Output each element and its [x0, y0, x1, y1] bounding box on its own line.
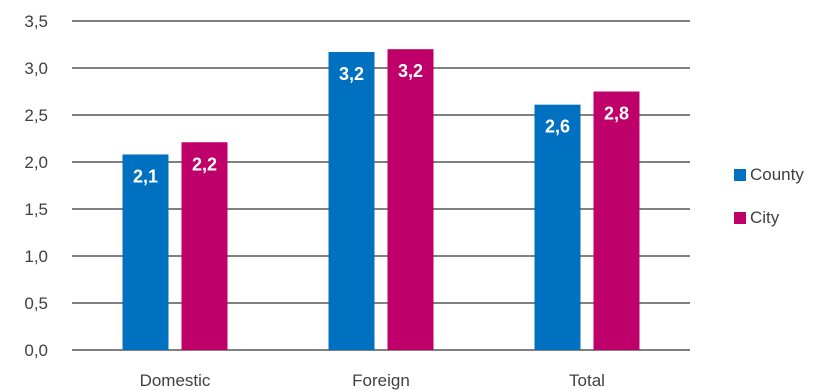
y-tick-label: 1,5 — [24, 200, 48, 219]
data-label: 2,2 — [192, 154, 217, 174]
data-label: 2,6 — [545, 117, 570, 137]
data-label: 2,8 — [604, 104, 629, 124]
y-tick-label: 0,0 — [24, 341, 48, 360]
gridlines — [72, 20, 690, 351]
bar-city-total — [593, 91, 640, 350]
y-tick-label: 2,5 — [24, 106, 48, 125]
data-label: 3,2 — [339, 64, 364, 84]
y-tick-label: 3,5 — [24, 12, 48, 31]
y-tick-label: 3,0 — [24, 59, 48, 78]
bar-city-foreign — [387, 49, 434, 350]
legend-label-county: County — [750, 165, 804, 184]
bar-city-domestic — [181, 142, 228, 350]
y-tick-label: 0,5 — [24, 294, 48, 313]
legend: County City — [734, 165, 804, 227]
data-labels: 2,1 2,2 3,2 3,2 2,6 2,8 — [133, 61, 629, 186]
legend-label-city: City — [750, 208, 780, 227]
legend-swatch-city — [734, 212, 746, 224]
y-axis-ticks: 0,0 0,5 1,0 1,5 2,0 2,5 3,0 3,5 — [24, 12, 48, 360]
x-category-label: Domestic — [140, 371, 211, 390]
x-category-label: Total — [569, 371, 605, 390]
data-label: 3,2 — [398, 61, 423, 81]
x-category-label: Foreign — [352, 371, 410, 390]
bars — [122, 49, 640, 351]
bar-county-domestic — [122, 154, 169, 350]
legend-swatch-county — [734, 169, 746, 181]
x-axis-labels: Domestic Foreign Total — [140, 371, 605, 390]
y-tick-label: 1,0 — [24, 247, 48, 266]
data-label: 2,1 — [133, 166, 158, 186]
bar-county-foreign — [328, 52, 375, 351]
bar-county-total — [534, 104, 581, 350]
y-tick-label: 2,0 — [24, 153, 48, 172]
